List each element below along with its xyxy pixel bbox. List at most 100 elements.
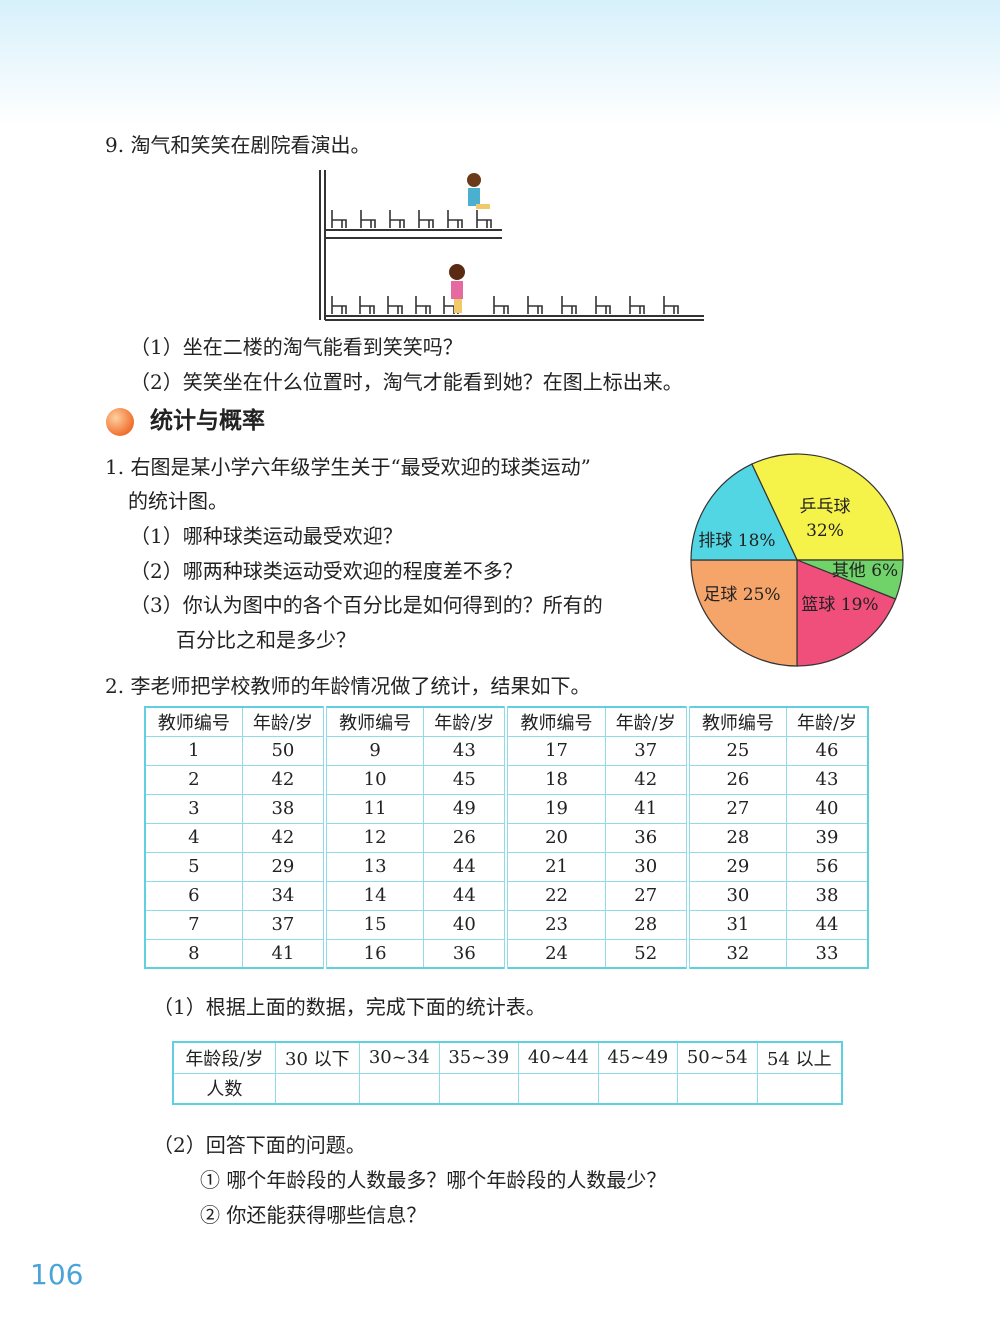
table-row: 3 38 11 49 19 41 27 40 xyxy=(144,793,869,824)
stat-input-cell[interactable] xyxy=(359,1072,440,1105)
teacher-id-cell: 23 xyxy=(504,909,606,940)
page-number: 106 xyxy=(30,1258,84,1291)
pie-label-4: 排球 18% xyxy=(698,531,775,551)
teacher-id-cell: 25 xyxy=(685,735,787,766)
table-row: 4 42 12 26 20 36 28 39 xyxy=(144,822,869,853)
table-row: 5 29 13 44 21 30 29 56 xyxy=(144,851,869,882)
age-cell: 56 xyxy=(785,851,869,882)
header-teacher-id: 教师编号 xyxy=(504,706,606,737)
table-row: 6 34 14 44 22 27 30 38 xyxy=(144,880,869,911)
age-cell: 40 xyxy=(423,909,507,940)
stat-row-label: 人数 xyxy=(172,1072,276,1105)
pie-label-0: 乒乓球 xyxy=(800,497,851,517)
age-cell: 43 xyxy=(785,764,869,795)
teacher-id-cell: 21 xyxy=(504,851,606,882)
teacher-id-cell: 17 xyxy=(504,735,606,766)
stat-input-cell[interactable] xyxy=(597,1072,679,1105)
age-cell: 50 xyxy=(241,735,326,766)
age-cell: 37 xyxy=(241,909,326,940)
pie-slice-0 xyxy=(751,453,904,561)
age-cell: 34 xyxy=(241,880,326,911)
age-cell: 44 xyxy=(423,851,507,882)
teacher-id-cell: 32 xyxy=(685,938,787,969)
stat-header-cell: 30~34 xyxy=(359,1041,440,1074)
age-cell: 33 xyxy=(785,938,869,969)
header-teacher-id: 教师编号 xyxy=(685,706,787,737)
q2-sub1: （1）根据上面的数据，完成下面的统计表。 xyxy=(153,995,546,1019)
teacher-id-cell: 14 xyxy=(323,880,425,911)
stat-input-cell[interactable] xyxy=(438,1072,520,1105)
q2-sub2a: ① 哪个年龄段的人数最多？哪个年龄段的人数最少？ xyxy=(200,1168,667,1192)
q1-sub1: （1）哪种球类运动最受欢迎？ xyxy=(130,524,403,548)
age-cell: 44 xyxy=(785,909,869,940)
pie-slice-3 xyxy=(690,559,798,667)
age-cell: 46 xyxy=(785,735,869,766)
header-age: 年龄/岁 xyxy=(241,706,326,737)
header-age: 年龄/岁 xyxy=(785,706,869,737)
age-cell: 28 xyxy=(604,909,689,940)
teacher-id-cell: 9 xyxy=(323,735,425,766)
teacher-id-cell: 11 xyxy=(323,793,425,824)
q2-sub2b: ② 你还能获得哪些信息？ xyxy=(200,1203,427,1227)
stat-input-cell[interactable] xyxy=(274,1072,361,1105)
teacher-id-cell: 26 xyxy=(685,764,787,795)
header-band xyxy=(0,0,1000,125)
q1-line2: 的统计图。 xyxy=(128,489,228,513)
teacher-id-cell: 8 xyxy=(144,938,243,969)
header-age: 年龄/岁 xyxy=(604,706,689,737)
age-cell: 41 xyxy=(241,938,326,969)
xiaoxiao-figure xyxy=(449,264,465,313)
section-title: 统计与概率 xyxy=(150,408,265,434)
age-cell: 45 xyxy=(423,764,507,795)
age-cell: 36 xyxy=(423,938,507,969)
teacher-id-cell: 7 xyxy=(144,909,243,940)
age-cell: 44 xyxy=(423,880,507,911)
stat-header-cell: 30 以下 xyxy=(274,1041,361,1074)
teacher-id-cell: 31 xyxy=(685,909,787,940)
q1-sub2: （2）哪两种球类运动受欢迎的程度差不多？ xyxy=(130,559,523,583)
section-bullet-icon xyxy=(106,408,134,436)
q9-title: 9. 淘气和笑笑在剧院看演出。 xyxy=(105,133,371,157)
stat-header-cell: 54 以上 xyxy=(756,1041,843,1074)
teacher-id-cell: 28 xyxy=(685,822,787,853)
age-cell: 26 xyxy=(423,822,507,853)
age-cell: 29 xyxy=(241,851,326,882)
taoqi-figure xyxy=(467,173,490,209)
teacher-id-cell: 13 xyxy=(323,851,425,882)
age-cell: 30 xyxy=(604,851,689,882)
q9-sub2: （2）笑笑坐在什么位置时，淘气才能看到她？在图上标出来。 xyxy=(130,370,683,394)
age-cell: 38 xyxy=(785,880,869,911)
header-teacher-id: 教师编号 xyxy=(144,706,243,737)
q1-line1: 1. 右图是某小学六年级学生关于“最受欢迎的球类运动” xyxy=(105,455,591,479)
teacher-id-cell: 6 xyxy=(144,880,243,911)
teacher-id-cell: 30 xyxy=(685,880,787,911)
teacher-id-cell: 15 xyxy=(323,909,425,940)
stat-header-cell: 35~39 xyxy=(438,1041,520,1074)
teacher-id-cell: 16 xyxy=(323,938,425,969)
stat-input-cell[interactable] xyxy=(677,1072,758,1105)
teacher-id-cell: 20 xyxy=(504,822,606,853)
pie-label-0: 32% xyxy=(806,521,844,541)
teacher-age-table: 教师编号 年龄/岁 教师编号 年龄/岁 教师编号 年龄/岁 教师编号 年龄/岁 1 50 9 43 17… xyxy=(144,706,869,969)
table-row: 2 42 10 45 18 42 26 43 xyxy=(144,764,869,795)
age-cell: 43 xyxy=(423,735,507,766)
table-row: 8 41 16 36 24 52 32 33 xyxy=(144,938,869,969)
teacher-id-cell: 18 xyxy=(504,764,606,795)
teacher-id-cell: 1 xyxy=(144,735,243,766)
age-cell: 52 xyxy=(604,938,689,969)
stat-input-cell[interactable] xyxy=(518,1072,599,1105)
age-cell: 27 xyxy=(604,880,689,911)
age-cell: 49 xyxy=(423,793,507,824)
stat-input-cell[interactable] xyxy=(756,1072,843,1105)
stat-header-cell: 50~54 xyxy=(677,1041,758,1074)
age-cell: 36 xyxy=(604,822,689,853)
q2-sub2: （2）回答下面的问题。 xyxy=(153,1133,366,1157)
teacher-id-cell: 5 xyxy=(144,851,243,882)
pie-label-1: 其他 6% xyxy=(832,561,898,581)
teacher-id-cell: 19 xyxy=(504,793,606,824)
age-cell: 42 xyxy=(241,764,326,795)
stat-header-cell: 40~44 xyxy=(518,1041,599,1074)
teacher-id-cell: 27 xyxy=(685,793,787,824)
age-cell: 42 xyxy=(604,764,689,795)
teacher-id-cell: 4 xyxy=(144,822,243,853)
